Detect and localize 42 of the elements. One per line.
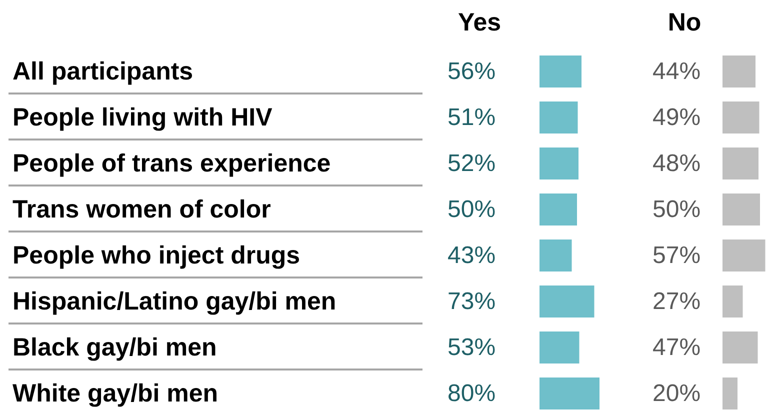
bar bbox=[540, 102, 578, 134]
bar bbox=[722, 56, 756, 88]
bar bbox=[722, 102, 760, 134]
bar bbox=[540, 194, 577, 226]
bar bbox=[722, 378, 738, 410]
series-label: Yes bbox=[458, 8, 502, 36]
data-label: 57% bbox=[652, 242, 701, 269]
data-label: 53% bbox=[448, 334, 496, 361]
bar bbox=[540, 378, 600, 410]
data-label: 47% bbox=[652, 334, 701, 361]
bar bbox=[540, 240, 572, 272]
series-label: No bbox=[668, 8, 702, 36]
data-label: 50% bbox=[448, 196, 496, 223]
y-tick-label: Trans women of color bbox=[12, 196, 272, 224]
bar bbox=[722, 194, 760, 226]
bar bbox=[722, 332, 758, 364]
data-label: 52% bbox=[448, 150, 496, 177]
bar bbox=[722, 286, 743, 318]
data-label: 20% bbox=[652, 380, 701, 407]
bar bbox=[540, 148, 578, 180]
y-tick-label: Black gay/bi men bbox=[12, 334, 217, 362]
data-label: 48% bbox=[652, 150, 701, 177]
y-tick-label: People of trans experience bbox=[12, 150, 331, 178]
bar bbox=[540, 56, 582, 88]
data-label: 50% bbox=[652, 196, 701, 223]
y-tick-label: White gay/bi men bbox=[12, 380, 218, 408]
data-label: 56% bbox=[448, 58, 496, 85]
data-label: 80% bbox=[448, 380, 496, 407]
bar bbox=[540, 332, 580, 364]
data-label: 27% bbox=[652, 288, 701, 315]
data-label: 44% bbox=[652, 58, 701, 85]
data-label: 73% bbox=[448, 288, 496, 315]
y-tick-label: People who inject drugs bbox=[12, 242, 300, 270]
bar bbox=[722, 148, 758, 180]
bar bbox=[722, 240, 766, 272]
data-label: 51% bbox=[448, 104, 496, 131]
data-label: 49% bbox=[652, 104, 701, 131]
y-tick-label: Hispanic/Latino gay/bi men bbox=[12, 288, 336, 316]
bar bbox=[540, 286, 594, 318]
y-tick-label: People living with HIV bbox=[12, 104, 273, 132]
data-label: 43% bbox=[448, 242, 496, 269]
y-tick-label: All participants bbox=[12, 58, 194, 86]
